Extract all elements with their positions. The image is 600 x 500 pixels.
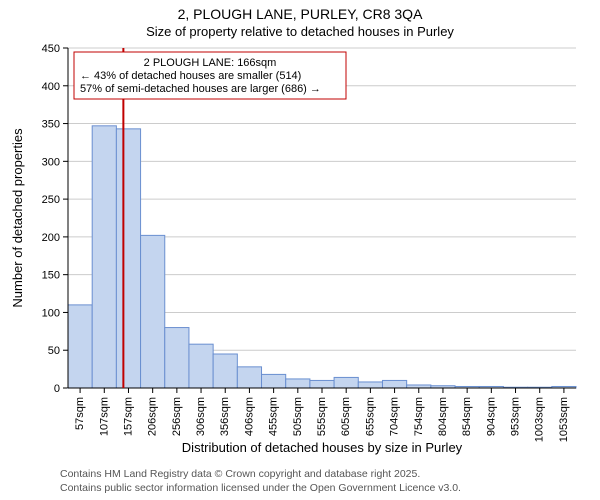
footer-line-1: Contains HM Land Registry data © Crown c…: [60, 468, 420, 480]
annotation-line: 57% of semi-detached houses are larger (…: [80, 83, 321, 95]
svg-text:50: 50: [48, 345, 60, 357]
bar: [237, 367, 261, 388]
bar: [358, 382, 382, 388]
x-tick-label: 157sqm: [122, 397, 134, 436]
x-tick-label: 256sqm: [171, 397, 183, 436]
footer-line-2: Contains public sector information licen…: [60, 482, 461, 494]
x-tick-label: 57sqm: [74, 397, 86, 430]
bar: [334, 377, 358, 388]
x-tick-label: 306sqm: [195, 397, 207, 436]
annotation-line: ← 43% of detached houses are smaller (51…: [80, 70, 301, 82]
svg-text:100: 100: [42, 307, 60, 319]
x-tick-label: 953sqm: [510, 397, 522, 436]
svg-text:450: 450: [42, 43, 60, 55]
bar: [286, 379, 310, 388]
svg-text:350: 350: [42, 119, 60, 131]
y-axis-label: Number of detached properties: [10, 128, 25, 308]
svg-text:250: 250: [42, 194, 60, 206]
x-tick-label: 704sqm: [389, 397, 401, 436]
bar: [165, 328, 189, 388]
bar: [116, 129, 140, 388]
bar: [92, 126, 116, 388]
svg-text:150: 150: [42, 270, 60, 282]
svg-text:0: 0: [54, 383, 60, 395]
bar: [382, 380, 406, 388]
x-tick-label: 655sqm: [364, 397, 376, 436]
x-tick-label: 854sqm: [461, 397, 473, 436]
x-tick-label: 605sqm: [340, 397, 352, 436]
x-tick-label: 206sqm: [147, 397, 159, 436]
bar: [141, 235, 165, 388]
x-tick-label: 754sqm: [413, 397, 425, 436]
annotation-line: 2 PLOUGH LANE: 166sqm: [144, 57, 277, 69]
bar: [262, 374, 286, 388]
svg-text:300: 300: [42, 156, 60, 168]
x-tick-label: 107sqm: [98, 397, 110, 436]
bar: [213, 354, 237, 388]
bar: [189, 344, 213, 388]
histogram-chart: 0 50 100 150 200 250 300 350 400 450 57sqm 107sqm 15…: [0, 0, 600, 470]
x-tick-label: 1003sqm: [534, 397, 546, 442]
x-tick-label: 555sqm: [316, 397, 328, 436]
bar: [310, 380, 334, 388]
x-tick-label: 904sqm: [485, 397, 497, 436]
x-axis-label: Distribution of detached houses by size …: [182, 440, 463, 455]
svg-text:400: 400: [42, 81, 60, 93]
x-tick-label: 455sqm: [268, 397, 280, 436]
x-tick-label: 1053sqm: [558, 397, 570, 442]
x-tick-label: 406sqm: [243, 397, 255, 436]
svg-text:200: 200: [42, 232, 60, 244]
x-tick-label: 505sqm: [292, 397, 304, 436]
bar: [68, 305, 92, 388]
x-tick-label: 356sqm: [219, 397, 231, 436]
x-tick-label: 804sqm: [437, 397, 449, 436]
